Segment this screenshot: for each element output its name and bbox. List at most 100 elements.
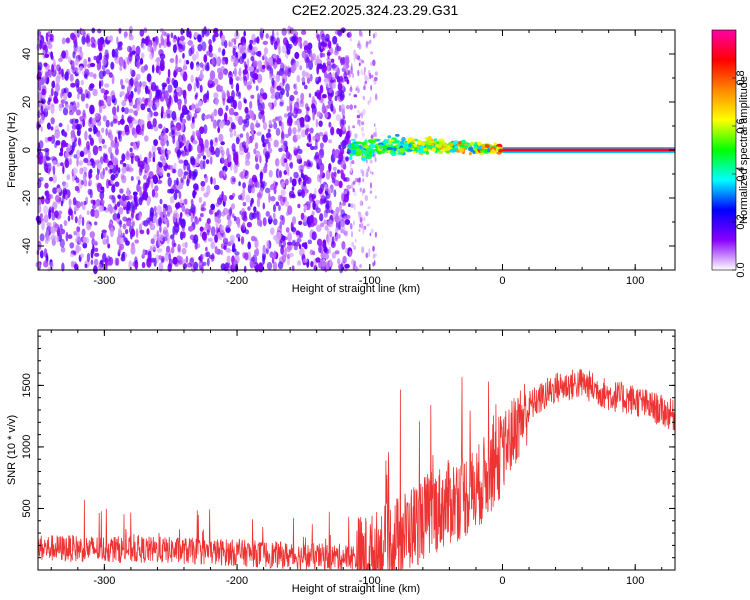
spectrogram-cell <box>190 74 194 83</box>
spectrogram-cell <box>222 237 229 245</box>
spectrogram-cell <box>217 107 224 117</box>
spectrogram-cell <box>357 109 360 114</box>
spectrogram-cell <box>279 101 284 107</box>
spectrogram-cell <box>167 75 171 85</box>
spectrogram-cell <box>284 200 289 207</box>
spectrogram-cell <box>62 107 69 116</box>
spectrogram-cell <box>367 100 370 105</box>
spectrogram-cell <box>151 64 155 74</box>
spectrogram-cell <box>52 160 57 166</box>
spectrogram-cell <box>70 82 76 88</box>
spectrogram-cell <box>369 39 372 44</box>
colorbar-tick-label: 0.6 <box>735 118 747 133</box>
spectrogram-cell <box>353 104 357 109</box>
spectrogram-cell <box>119 118 125 125</box>
spectrogram-cell <box>146 228 150 235</box>
spectrogram-cell <box>200 142 205 152</box>
spectrogram-cell <box>78 124 83 129</box>
spectrogram-cell <box>169 165 174 170</box>
spectrogram-cell <box>192 139 198 145</box>
colorbar-frame <box>711 29 737 271</box>
spectrogram-cell <box>120 78 124 86</box>
spectrogram-cell <box>47 99 51 106</box>
spectrogram-cell <box>88 179 93 187</box>
spectrogram-cell <box>43 205 49 215</box>
spectrogram-cell <box>350 138 356 142</box>
spectrogram-cell <box>152 97 155 106</box>
spectrogram-cell <box>246 81 252 91</box>
spectrogram-cell <box>329 230 333 238</box>
spectrogram-cell <box>185 255 189 264</box>
spectrogram-cell <box>400 140 405 145</box>
spectrogram-cell <box>43 260 49 268</box>
spectrogram-cell <box>326 227 330 235</box>
spectrogram-cell <box>264 187 271 194</box>
spectrogram-cell <box>412 150 417 154</box>
spectrogram-cell <box>186 114 191 121</box>
spectrogram-cell <box>353 220 355 226</box>
spectrogram-cell <box>184 208 190 215</box>
spectrogram-cell <box>364 145 370 149</box>
spectrogram-cell <box>117 130 123 136</box>
spectrogram-cell <box>257 50 262 58</box>
spectrogram-cell <box>67 91 72 99</box>
spectrogram-cell <box>300 250 303 256</box>
spectrogram-cell <box>98 161 102 171</box>
spectrogram-cell <box>354 238 357 243</box>
spectrogram-cell <box>68 158 72 166</box>
spectrogram-cell <box>195 64 200 72</box>
spectrogram-cell <box>306 176 312 185</box>
spectrogram-cell <box>360 222 363 229</box>
spectrogram-cell <box>373 132 376 137</box>
spectrogram-cell <box>76 157 79 167</box>
spectrogram-cell <box>159 225 162 233</box>
spectrogram-cell <box>250 122 255 132</box>
spectrogram-cell <box>98 70 105 80</box>
spectrogram-cell <box>334 236 338 242</box>
spectrogram-cell <box>247 206 251 211</box>
spectrogram-cell <box>54 142 58 148</box>
spectrogram-cell <box>93 124 97 135</box>
spectrogram-cell <box>105 166 108 171</box>
spectrogram-cell <box>256 197 261 208</box>
spectrogram-cell <box>341 139 347 150</box>
spectrogram-cell <box>201 113 206 121</box>
spectrogram-cell <box>111 153 114 164</box>
spectrogram-cell <box>324 184 327 190</box>
spectrogram-cell <box>276 85 282 91</box>
spectrogram-cell <box>437 150 444 155</box>
spectrogram-cell <box>337 82 343 92</box>
spectrogram-cell <box>333 189 337 198</box>
spectrogram-cell <box>370 61 373 67</box>
spectrogram-cell <box>181 118 187 124</box>
spectrogram-cell <box>82 236 87 243</box>
spectrogram-cell <box>61 262 65 272</box>
spectrogram-cell <box>353 245 356 251</box>
spectrogram-cell <box>60 146 63 155</box>
spectrogram-cell <box>223 245 227 251</box>
spectrogram-cell <box>169 58 175 63</box>
spectrogram-cell <box>338 104 342 113</box>
spectrogram-cell <box>134 198 138 208</box>
spectrogram-cell <box>242 201 247 207</box>
spectrogram-cell <box>361 170 365 177</box>
spectrogram-cell <box>268 119 272 126</box>
spectrogram-cell <box>292 29 297 35</box>
spectrogram-cell <box>436 141 440 145</box>
spectrogram-cell <box>242 69 248 75</box>
spectrogram-cell <box>491 148 495 154</box>
spectrogram-cell <box>464 145 469 149</box>
spectrogram-cell <box>164 164 169 169</box>
spectrogram-cell <box>200 203 205 212</box>
spectrogram-cell <box>129 122 134 131</box>
spectrogram-cell <box>331 72 336 81</box>
spectrogram-cell <box>178 256 183 262</box>
spectrogram-cell <box>262 255 265 265</box>
spectrogram-cell <box>60 91 63 99</box>
spectrogram-cell <box>211 58 215 65</box>
spectrogram-cell <box>95 55 100 64</box>
spectrogram-cell <box>213 184 220 191</box>
spectrogram-cell <box>358 58 363 63</box>
spectrogram-cell <box>130 176 134 181</box>
